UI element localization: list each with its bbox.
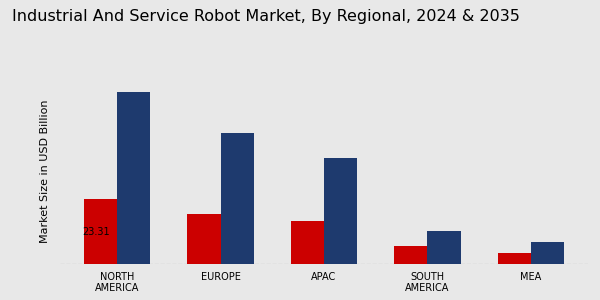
Bar	[394, 246, 427, 264]
Bar	[498, 253, 531, 264]
Bar	[291, 221, 324, 264]
Bar	[117, 92, 150, 264]
Bar	[84, 199, 117, 264]
Text: 23.31: 23.31	[83, 226, 110, 237]
Y-axis label: Market Size in USD Billion: Market Size in USD Billion	[40, 99, 50, 243]
Text: Industrial And Service Robot Market, By Regional, 2024 & 2035: Industrial And Service Robot Market, By …	[12, 9, 520, 24]
Bar	[187, 214, 221, 264]
Bar	[324, 158, 357, 264]
Bar	[221, 134, 254, 264]
Bar	[427, 231, 461, 264]
Bar	[531, 242, 564, 264]
